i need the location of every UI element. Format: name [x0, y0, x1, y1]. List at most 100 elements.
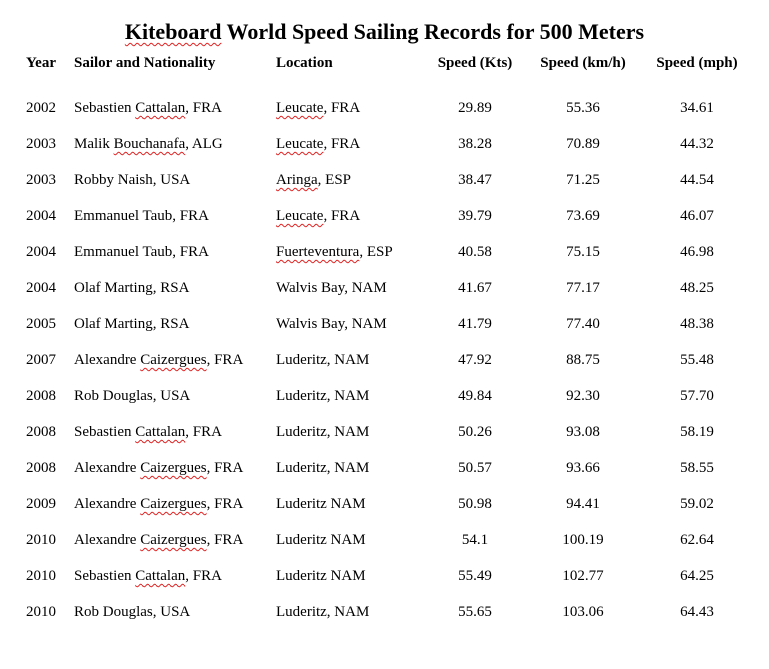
cell-sailor: Alexandre Caizergues, FRA — [74, 532, 243, 549]
sailor-first-name: Alexandre — [74, 460, 141, 476]
header-speed-kmh: Speed (km/h) — [540, 55, 626, 71]
cell-speed-mph: 44.54 — [680, 172, 714, 188]
sailor-nationality: , FRA — [206, 352, 244, 368]
cell-speed-kts: 55.49 — [458, 568, 492, 584]
sailor-last-name: Caizergues — [140, 352, 207, 368]
cell-year: 2003 — [26, 172, 56, 188]
cell-speed-kts: 50.26 — [458, 424, 492, 440]
cell-year: 2002 — [26, 100, 56, 116]
location-name: Fuerteventura — [276, 244, 360, 260]
cell-speed-mph: 57.70 — [680, 388, 714, 404]
header-location: Location — [276, 55, 333, 71]
cell-speed-mph: 48.38 — [680, 316, 714, 332]
sailor-first-name: Malik — [74, 136, 114, 152]
sailor-nationality: , ALG — [185, 136, 223, 152]
header-speed-kts: Speed (Kts) — [437, 55, 513, 71]
cell-speed-kmh: 55.36 — [566, 100, 600, 116]
sailor-last-name: Cattalan — [135, 100, 186, 116]
sailor-first-name: Olaf Marting — [74, 280, 153, 296]
location-name: Leucate — [276, 208, 324, 224]
cell-location: Luderitz, NAM — [276, 388, 369, 405]
cell-location: Fuerteventura, ESP — [276, 244, 393, 261]
sailor-first-name: Olaf Marting — [74, 316, 153, 332]
sailor-nationality: , USA — [152, 388, 191, 404]
sailor-nationality: , FRA — [185, 424, 222, 440]
sailor-nationality: , FRA — [172, 208, 209, 224]
location-rest: , FRA — [323, 136, 361, 152]
cell-speed-kts: 41.67 — [458, 280, 492, 296]
location-rest: Luderitz, NAM — [276, 352, 370, 368]
cell-speed-kts: 54.1 — [461, 532, 489, 548]
location-rest: , ESP — [359, 244, 393, 260]
cell-speed-kmh: 93.66 — [566, 460, 600, 476]
location-rest: , ESP — [317, 172, 352, 188]
cell-sailor: Sebastien Cattalan, FRA — [74, 100, 222, 117]
cell-speed-mph: 64.43 — [680, 604, 714, 620]
sailor-first-name: Sebastien — [74, 424, 136, 440]
cell-sailor: Sebastien Cattalan, FRA — [74, 424, 222, 441]
cell-speed-kts: 50.57 — [458, 460, 492, 476]
cell-speed-kts: 29.89 — [458, 100, 492, 116]
cell-speed-mph: 34.61 — [680, 100, 714, 116]
sailor-nationality: , USA — [152, 172, 191, 188]
cell-speed-kmh: 75.15 — [566, 244, 600, 260]
cell-sailor: Emmanuel Taub, FRA — [74, 244, 209, 261]
cell-year: 2004 — [26, 280, 56, 296]
sailor-first-name: Alexandre — [74, 532, 141, 548]
cell-location: Leucate, FRA — [276, 100, 360, 117]
cell-year: 2008 — [26, 424, 56, 440]
location-rest: Walvis Bay, NAM — [276, 280, 387, 296]
cell-location: Leucate, FRA — [276, 136, 360, 153]
location-rest: Luderitz NAM — [276, 532, 366, 548]
sailor-first-name: Sebastien — [74, 100, 136, 116]
sailor-nationality: , FRA — [172, 244, 209, 260]
sailor-nationality: , RSA — [152, 316, 190, 332]
cell-year: 2008 — [26, 388, 56, 404]
cell-location: Luderitz, NAM — [276, 460, 369, 477]
sailor-nationality: , FRA — [185, 568, 222, 584]
location-rest: Luderitz, NAM — [276, 460, 370, 476]
cell-year: 2010 — [26, 568, 56, 584]
cell-year: 2008 — [26, 460, 56, 476]
location-rest: , FRA — [323, 208, 361, 224]
cell-speed-kmh: 103.06 — [562, 604, 604, 620]
cell-speed-mph: 62.64 — [680, 532, 714, 548]
cell-speed-kmh: 100.19 — [562, 532, 604, 548]
cell-speed-mph: 58.55 — [680, 460, 714, 476]
cell-speed-kmh: 77.17 — [566, 280, 600, 296]
cell-location: Luderitz, NAM — [276, 424, 369, 441]
cell-speed-mph: 46.98 — [680, 244, 714, 260]
sailor-last-name: Cattalan — [135, 568, 186, 584]
cell-speed-kts: 41.79 — [458, 316, 492, 332]
sailor-nationality: , FRA — [206, 532, 244, 548]
cell-speed-mph: 64.25 — [680, 568, 714, 584]
sailor-nationality: , RSA — [152, 280, 190, 296]
cell-speed-mph: 59.02 — [680, 496, 714, 512]
cell-sailor: Alexandre Caizergues, FRA — [74, 460, 243, 477]
cell-speed-kmh: 88.75 — [566, 352, 600, 368]
sailor-last-name: Cattalan — [135, 424, 186, 440]
sailor-first-name: Sebastien — [74, 568, 136, 584]
cell-location: Leucate, FRA — [276, 208, 360, 225]
location-rest: Luderitz NAM — [276, 496, 366, 512]
cell-year: 2004 — [26, 244, 56, 260]
cell-location: Aringa, ESP — [276, 172, 351, 189]
cell-location: Luderitz, NAM — [276, 604, 369, 621]
sailor-first-name: Emmanuel Taub — [74, 208, 173, 224]
cell-location: Luderitz NAM — [276, 532, 366, 549]
header-year: Year — [26, 55, 56, 71]
sailor-first-name: Robby Naish — [74, 172, 153, 188]
cell-speed-mph: 44.32 — [680, 136, 714, 152]
sailor-last-name: Caizergues — [140, 532, 207, 548]
cell-speed-kts: 40.58 — [458, 244, 492, 260]
cell-sailor: Olaf Marting, RSA — [74, 316, 189, 333]
cell-speed-kts: 49.84 — [458, 388, 492, 404]
sailor-last-name: Bouchanafa — [113, 136, 186, 152]
cell-sailor: Olaf Marting, RSA — [74, 280, 189, 297]
cell-sailor: Alexandre Caizergues, FRA — [74, 496, 243, 513]
cell-speed-mph: 48.25 — [680, 280, 714, 296]
cell-speed-kts: 38.47 — [458, 172, 492, 188]
cell-location: Walvis Bay, NAM — [276, 280, 387, 297]
location-rest: Walvis Bay, NAM — [276, 316, 387, 332]
cell-speed-mph: 58.19 — [680, 424, 714, 440]
